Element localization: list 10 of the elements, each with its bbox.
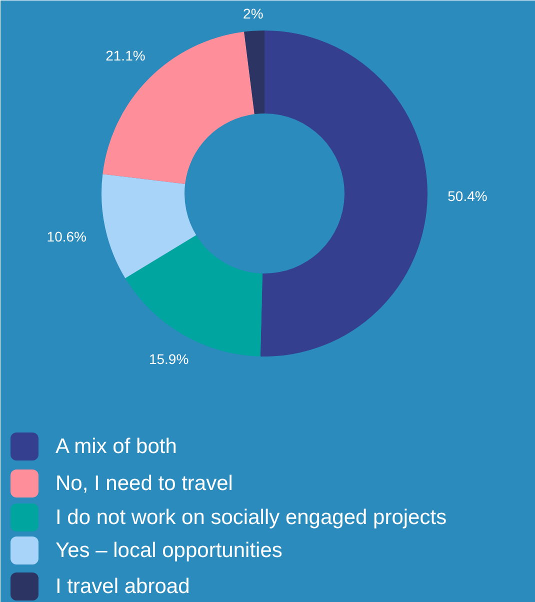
- legend-label: I travel abroad: [56, 575, 190, 598]
- legend-label: No, I need to travel: [56, 472, 233, 495]
- legend-label: I do not work on socially engaged projects: [56, 506, 447, 529]
- data-label: 10.6%: [46, 228, 87, 244]
- legend-label: A mix of both: [56, 435, 177, 458]
- data-label: 50.4%: [448, 188, 488, 204]
- data-label: 21.1%: [106, 47, 146, 64]
- data-label: 2%: [243, 5, 264, 22]
- legend-label: Yes – local opportunities: [56, 539, 282, 562]
- data-label: 15.9%: [148, 350, 189, 367]
